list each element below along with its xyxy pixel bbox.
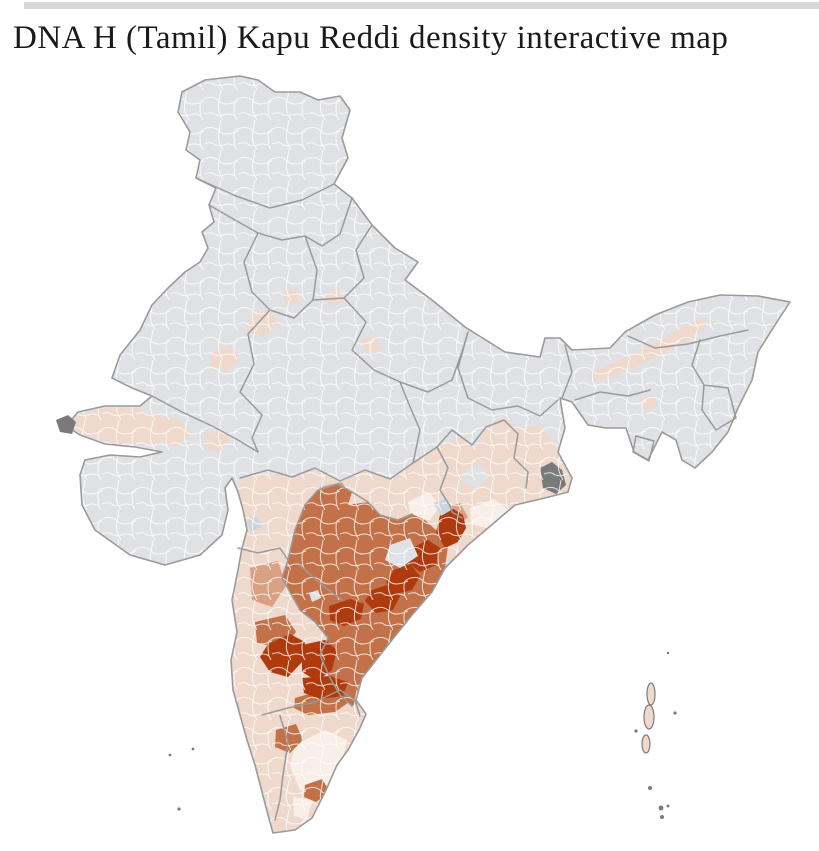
islet-2 [673, 711, 677, 715]
lakshadweep-islands [168, 747, 195, 811]
islet-lakshadweep-3 [177, 807, 181, 811]
islet-1 [666, 651, 670, 655]
islet-lakshadweep-1 [168, 753, 172, 757]
islet-lakshadweep-2 [191, 747, 195, 751]
island-middle-andaman[interactable] [643, 704, 655, 730]
andaman-nicobar-islands[interactable] [634, 651, 677, 819]
islet-nicobar-3 [666, 804, 670, 808]
top-strip [24, 2, 819, 9]
page-title: DNA H (Tamil) Kapu Reddi density interac… [13, 20, 729, 56]
kori-creek-dark-patch [56, 415, 76, 434]
islet-3 [634, 729, 638, 733]
district-bluegray-karnataka-2[interactable] [231, 725, 243, 739]
india-outline [65, 75, 791, 834]
islet-nicobar-2 [658, 805, 664, 811]
islet-nicobar-1 [648, 786, 652, 790]
islet-nicobar-4 [660, 815, 664, 819]
island-north-andaman[interactable] [646, 682, 656, 706]
state-borders [151, 177, 749, 821]
district-boundaries-texture [66, 76, 790, 833]
island-south-andaman[interactable] [641, 734, 651, 754]
